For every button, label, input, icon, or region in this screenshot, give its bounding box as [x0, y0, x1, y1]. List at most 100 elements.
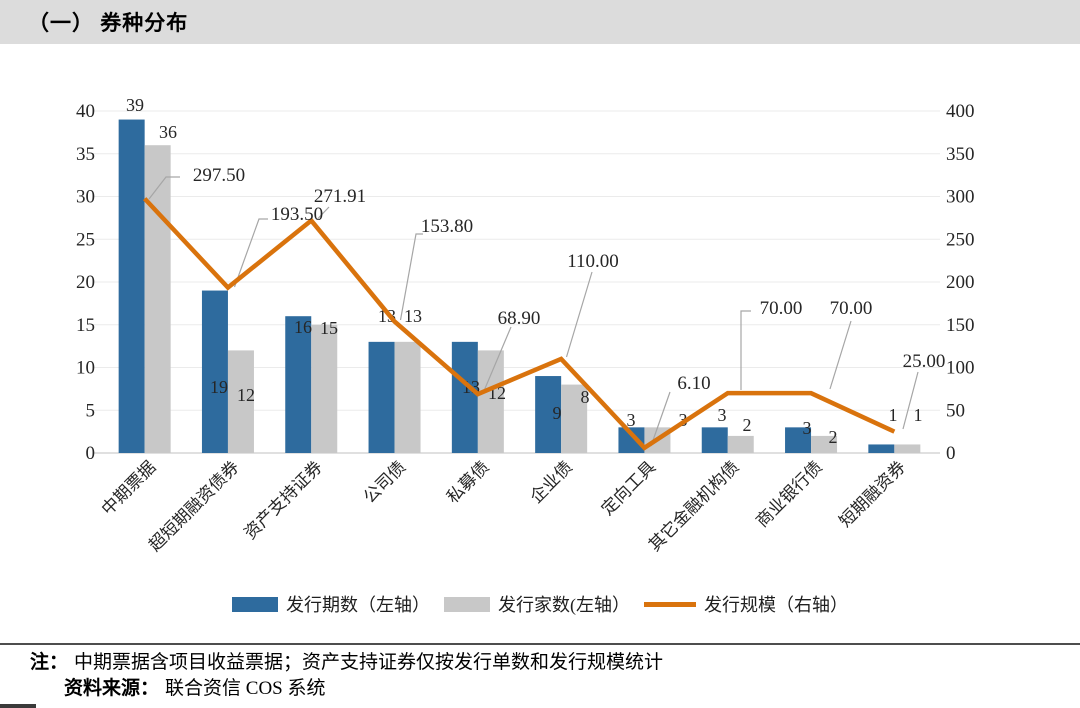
footnote-prefix: 注：	[30, 652, 69, 673]
right-axis-tick-label: 250	[946, 229, 975, 250]
issuer-count-bar-label: 12	[237, 385, 255, 405]
label-leader-line	[233, 218, 268, 288]
issuer-count-bar-label: 15	[320, 318, 338, 338]
issuer-count-bar-label: 13	[404, 306, 422, 326]
label-leader-line	[565, 271, 593, 358]
category-label: 资产支持证券	[241, 457, 327, 543]
issue-count-bar	[118, 119, 145, 454]
label-leader-line	[317, 206, 330, 220]
issue-scale-label: 110.00	[567, 251, 619, 272]
issue-scale-label: 297.50	[193, 165, 245, 186]
issue-scale-label: 6.10	[677, 373, 710, 394]
legend-item-issue-count: 发行期数（左轴）	[232, 591, 430, 617]
label-leader-line	[148, 176, 180, 200]
issue-count-bar	[535, 376, 562, 453]
issue-count-bar-label: 16	[294, 317, 312, 337]
issue-count-bar-label: 9	[553, 403, 562, 423]
issue-scale-label: 70.00	[760, 298, 803, 319]
issuer-count-bar-label: 8	[581, 387, 590, 407]
category-label: 超短期融资债券	[145, 457, 243, 555]
source-note: 资料来源： 联合资信 COS 系统	[64, 676, 1064, 701]
issue-count-bar-label: 39	[126, 95, 144, 115]
divider-line	[0, 643, 1080, 645]
issue-scale-label: 193.50	[271, 204, 323, 225]
left-axis-tick-label: 25	[76, 229, 95, 250]
issue-count-bar-label: 1	[889, 405, 898, 425]
issue-scale-label: 70.00	[830, 298, 873, 319]
issuer-count-bar	[477, 350, 504, 453]
issue-count-bar-label: 3	[627, 410, 636, 430]
issue-count-bar	[285, 316, 312, 453]
right-axis-tick-label: 300	[946, 187, 975, 208]
label-leader-line	[829, 320, 852, 390]
label-leader-line	[399, 233, 423, 321]
issuer-count-bar	[311, 324, 338, 453]
legend-label: 发行期数（左轴）	[286, 595, 430, 615]
orange-line-swatch-icon	[644, 601, 696, 607]
left-axis-tick-label: 35	[76, 144, 95, 165]
section-header: （一） 券种分布	[0, 0, 1080, 44]
right-axis-tick-label: 150	[946, 315, 975, 336]
right-axis-tick-label: 400	[946, 101, 975, 122]
issuer-count-bar-label: 2	[829, 427, 838, 447]
category-label: 公司债	[360, 457, 409, 506]
legend-label: 发行家数(左轴）	[498, 595, 630, 615]
issuer-count-bar	[727, 435, 754, 453]
legend-item-issue-scale: 发行规模（右轴）	[644, 591, 848, 617]
page-title: （一） 券种分布	[28, 11, 189, 35]
issue-count-bar-label: 19	[210, 377, 228, 397]
left-axis-tick-label: 0	[86, 443, 96, 464]
label-leader-line	[740, 310, 751, 390]
right-axis-tick-label: 350	[946, 144, 975, 165]
issue-scale-label: 153.80	[421, 216, 473, 237]
right-axis-tick-label: 0	[946, 443, 956, 464]
issue-count-bar-label: 3	[803, 418, 812, 438]
left-axis-tick-label: 20	[76, 272, 95, 293]
right-axis-tick-label: 200	[946, 272, 975, 293]
blue-bar-swatch-icon	[232, 596, 278, 612]
source-text: 联合资信 COS 系统	[165, 678, 326, 699]
issuer-count-bar	[144, 145, 171, 453]
left-axis-tick-label: 40	[76, 101, 95, 122]
category-label: 其它金融机构债	[645, 457, 743, 555]
label-leader-line	[902, 371, 919, 430]
footnote: 注： 中期票据含项目收益票据；资产支持证券仅按发行单数和发行规模统计	[30, 650, 1060, 675]
category-label: 企业债	[526, 457, 575, 506]
left-axis-tick-label: 5	[86, 400, 96, 421]
next-section-edge	[0, 704, 36, 708]
issue-count-bar	[785, 427, 812, 453]
source-prefix: 资料来源：	[64, 678, 160, 699]
gray-bar-swatch-icon	[444, 596, 490, 612]
right-axis-tick-label: 50	[946, 400, 965, 421]
issuer-count-bar	[394, 341, 421, 453]
issue-scale-label: 25.00	[903, 351, 946, 372]
category-label: 中期票据	[98, 457, 160, 519]
issue-count-bar	[701, 427, 728, 453]
chart-legend: 发行期数（左轴） 发行家数(左轴） 发行规模（右轴）	[0, 588, 1080, 620]
issuer-count-bar-label: 1	[914, 405, 923, 425]
issuer-count-bar	[811, 435, 838, 453]
category-label: 私募债	[443, 457, 492, 506]
left-axis-tick-label: 10	[76, 358, 95, 379]
category-label: 短期融资券	[836, 457, 910, 531]
right-axis-tick-label: 100	[946, 358, 975, 379]
category-label: 定向工具	[598, 457, 660, 519]
left-axis-tick-label: 15	[76, 315, 95, 336]
label-leader-line	[650, 391, 671, 447]
label-leader-line	[482, 326, 512, 393]
issue-count-bar	[368, 341, 395, 453]
issue-scale-label: 68.90	[498, 308, 541, 329]
legend-label: 发行规模（右轴）	[704, 595, 848, 615]
issuer-count-bar-label: 36	[159, 122, 177, 142]
issuer-count-bar-label: 2	[743, 415, 752, 435]
bond-distribution-chart: 0 0 5 50 10 100 15 150 20 200 25 250 30 300 35 350 40 400…	[76, 95, 975, 555]
issuer-count-bar	[894, 444, 921, 453]
issue-scale-line	[143, 197, 896, 451]
category-label: 商业银行债	[752, 457, 826, 531]
chart-area: 0 0 5 50 10 100 15 150 20 200 25 250 30 300 35 350 40 400…	[76, 95, 975, 555]
legend-item-issuer-count: 发行家数(左轴）	[444, 591, 630, 617]
issue-count-bar	[201, 290, 228, 453]
footnote-text: 中期票据含项目收益票据；资产支持证券仅按发行单数和发行规模统计	[74, 652, 664, 673]
left-axis-tick-label: 30	[76, 187, 95, 208]
issue-count-bar	[868, 444, 895, 453]
